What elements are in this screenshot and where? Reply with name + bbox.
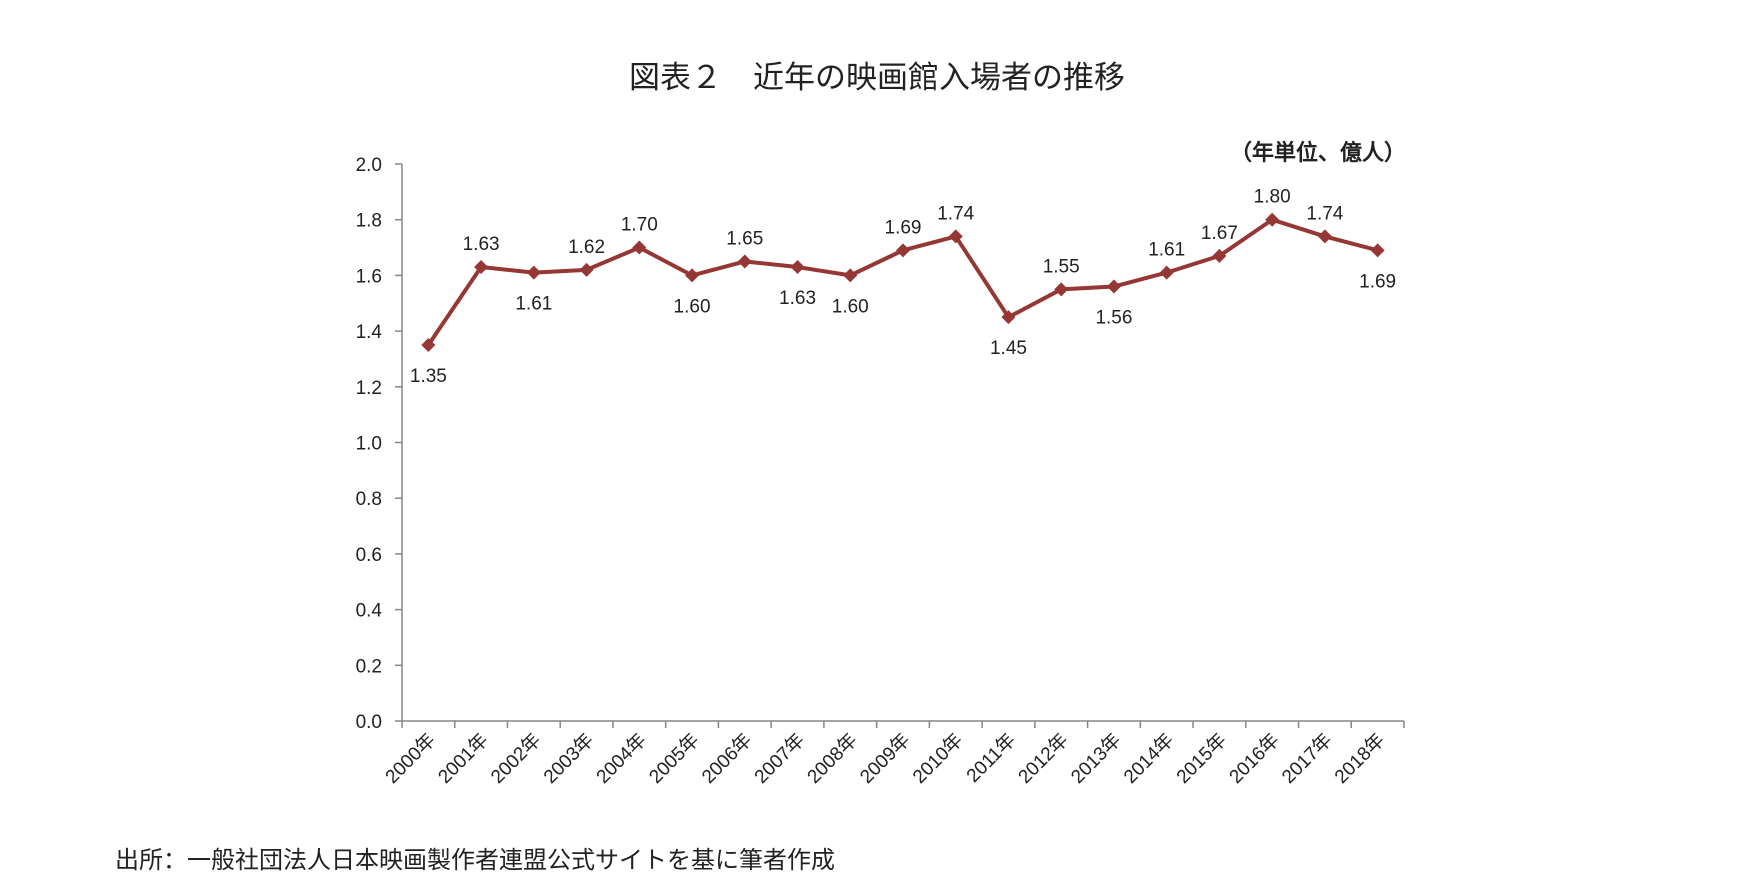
- y-tick-label: 1.2: [356, 378, 382, 399]
- data-point-marker: [474, 260, 489, 275]
- data-label: 1.55: [1043, 256, 1080, 277]
- data-label: 1.61: [1148, 240, 1185, 261]
- x-tick-label: 2015年: [1172, 729, 1231, 788]
- data-point-marker: [526, 265, 541, 280]
- x-tick-label: 2014年: [1119, 729, 1178, 788]
- data-point-marker: [1001, 310, 1016, 325]
- source-note: 出所：一般社団法人日本映画製作者連盟公式サイトを基に筆者作成: [115, 846, 835, 874]
- data-label: 1.63: [463, 234, 500, 255]
- x-tick-label: 2004年: [592, 729, 651, 788]
- data-label: 1.74: [1306, 203, 1343, 224]
- data-point-marker: [948, 229, 963, 244]
- data-point-marker: [843, 268, 858, 283]
- data-point-marker: [685, 268, 700, 283]
- data-point-marker: [1212, 248, 1227, 263]
- x-tick-label: 2008年: [803, 729, 862, 788]
- x-tick-label: 2005年: [645, 729, 704, 788]
- data-point-marker: [737, 254, 752, 269]
- x-tick-label: 2011年: [962, 729, 1020, 787]
- data-label: 1.56: [1095, 308, 1132, 329]
- data-point-marker: [1370, 243, 1385, 258]
- y-tick-label: 0.2: [356, 656, 382, 677]
- data-point-marker: [421, 338, 436, 353]
- data-point-marker: [1317, 229, 1332, 244]
- data-label: 1.45: [990, 338, 1027, 359]
- data-label: 1.61: [515, 294, 552, 315]
- data-point-marker: [1159, 265, 1174, 280]
- y-tick-label: 0.6: [356, 545, 382, 566]
- x-tick-label: 2001年: [434, 729, 493, 788]
- data-label: 1.80: [1254, 187, 1291, 208]
- y-tick-label: 1.4: [356, 322, 383, 343]
- data-label: 1.65: [726, 228, 763, 249]
- y-tick-label: 1.8: [356, 211, 382, 232]
- data-label: 1.63: [779, 288, 816, 309]
- y-tick-label: 0.4: [356, 601, 383, 622]
- x-tick-label: 2012年: [1014, 729, 1073, 788]
- data-point-marker: [790, 260, 805, 275]
- x-tick-label: 2003年: [539, 729, 598, 788]
- y-tick-label: 0.0: [356, 712, 382, 733]
- y-tick-label: 1.6: [356, 266, 382, 287]
- x-tick-label: 2010年: [908, 729, 967, 788]
- x-tick-label: 2006年: [697, 729, 756, 788]
- data-label: 1.62: [568, 237, 605, 258]
- data-point-marker: [579, 262, 594, 277]
- x-tick-label: 2018年: [1330, 729, 1389, 788]
- data-point-marker: [1265, 212, 1280, 227]
- x-tick-label: 2007年: [750, 729, 809, 788]
- data-point-marker: [896, 243, 910, 258]
- data-label: 1.60: [674, 296, 711, 317]
- data-label: 1.69: [1359, 271, 1396, 292]
- x-tick-label: 2009年: [856, 729, 915, 788]
- y-tick-label: 1.0: [356, 434, 382, 455]
- y-tick-label: 0.8: [356, 489, 382, 510]
- x-tick-label: 2000年: [381, 729, 440, 788]
- data-label: 1.35: [410, 366, 447, 387]
- data-point-marker: [632, 240, 647, 255]
- data-point-marker: [1054, 282, 1069, 297]
- x-tick-label: 2016年: [1225, 729, 1284, 788]
- data-point-marker: [1106, 279, 1121, 294]
- data-label: 1.74: [937, 203, 974, 224]
- x-tick-label: 2002年: [486, 729, 545, 788]
- chart-title: 図表２ 近年の映画館入場者の推移: [629, 60, 1125, 96]
- data-label: 1.69: [885, 217, 922, 238]
- x-tick-label: 2017年: [1278, 729, 1337, 788]
- unit-label: （年単位、億人）: [1230, 141, 1407, 166]
- y-tick-label: 2.0: [356, 155, 382, 176]
- data-label: 1.60: [832, 296, 869, 317]
- data-label: 1.67: [1201, 223, 1238, 244]
- data-label: 1.70: [621, 215, 658, 236]
- x-tick-label: 2013年: [1067, 729, 1126, 788]
